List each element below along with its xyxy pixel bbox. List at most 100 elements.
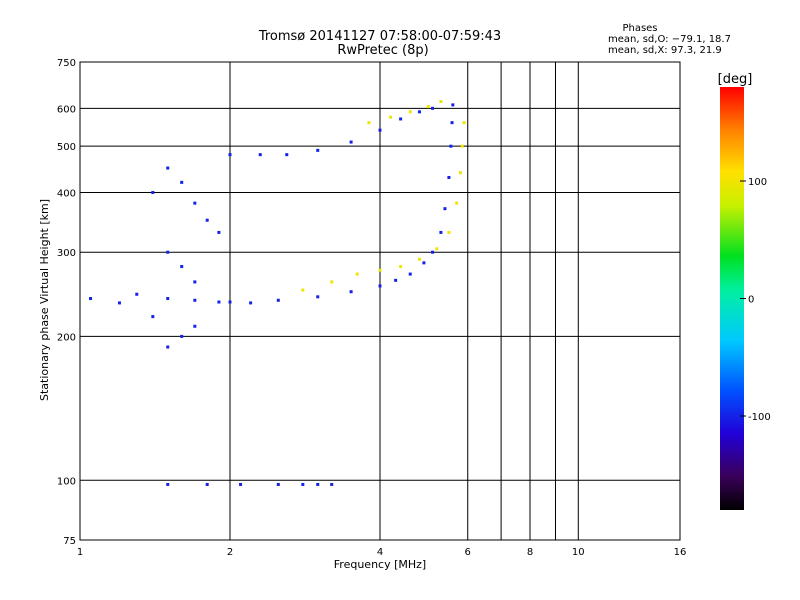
data-point [439,230,443,234]
data-point [249,301,253,305]
data-point [301,482,305,486]
y-tick-label: 600 [57,104,76,115]
y-axis-ticks: 75 100 200 300 400 500 600 750 [57,58,76,547]
data-point [426,105,430,109]
data-point [408,110,412,114]
grid-lines [80,62,680,540]
data-point [355,272,359,276]
chart-title: Tromsø 20141127 07:58:00-07:59:43 [258,29,501,44]
data-point [228,300,232,304]
x-tick-label: 10 [572,547,585,558]
data-point [135,292,139,296]
x-tick-label: 6 [465,547,471,558]
data-point [431,250,435,254]
x-tick-label: 2 [227,547,233,558]
data-point [399,117,403,121]
data-point [450,121,454,125]
data-point [217,300,221,304]
data-point [205,218,209,222]
data-point [166,250,170,254]
data-point [166,166,170,170]
phase-info-header: Phases [622,23,657,34]
y-tick-label: 750 [57,58,76,69]
x-tick-label: 1 [77,547,83,558]
data-point [180,265,184,269]
data-point [239,482,243,486]
data-point [378,128,382,132]
data-point [417,257,421,261]
x-tick-label: 8 [527,547,533,558]
colorbar-tick-label: 100 [748,177,767,188]
colorbar-tick-label: -100 [748,412,771,423]
y-tick-label: 75 [63,536,76,547]
data-point [367,121,371,125]
data-point [460,144,464,148]
data-point [422,261,426,265]
data-point [316,148,320,152]
colorbar-ticks: 100 0 -100 [740,177,771,423]
data-point [349,290,353,294]
x-axis-ticks: 1 2 4 6 8 10 16 [77,547,687,558]
chart-subtitle: RwPretec (8p) [337,43,428,58]
data-point [180,180,184,184]
data-point [330,280,334,284]
data-point [316,482,320,486]
data-point [378,284,382,288]
data-point [276,482,280,486]
data-point [399,265,403,269]
data-point [276,298,280,302]
data-point [394,278,398,282]
data-point [193,280,197,284]
data-point [458,171,462,175]
data-point [205,482,209,486]
x-axis-label: Frequency [MHz] [334,558,426,571]
y-tick-label: 400 [57,188,76,199]
colorbar-label: [deg] [718,72,753,87]
y-axis-label: Stationary phase Virtual Height [km] [38,199,51,401]
data-point [443,207,447,211]
data-point [447,230,451,234]
data-point [117,301,121,305]
data-points [89,100,466,486]
data-point [408,272,412,276]
data-point [301,288,305,292]
data-point [378,268,382,272]
phase-info-o: mean, sd,O: −79.1, 18.7 [608,34,731,45]
data-point [462,121,466,125]
data-point [217,230,221,234]
data-point [151,190,155,194]
data-point [258,153,262,157]
data-point [193,201,197,205]
data-point [89,297,93,301]
y-tick-label: 500 [57,142,76,153]
data-point [455,201,459,205]
colorbar-tick-label: 0 [748,295,754,306]
data-point [193,324,197,328]
plot-area: 1 2 4 6 8 10 16 75 100 200 300 400 500 600 750 [57,58,686,558]
data-point [180,334,184,338]
data-point [451,103,455,107]
data-point [389,115,393,119]
data-point [447,175,451,179]
data-point [166,345,170,349]
data-point [435,247,439,251]
x-tick-label: 16 [674,547,687,558]
data-point [330,482,334,486]
data-point [349,140,353,144]
y-tick-label: 300 [57,248,76,259]
y-tick-label: 100 [57,476,76,487]
data-point [151,315,155,319]
data-point [166,482,170,486]
data-point [316,295,320,299]
data-point [431,106,435,110]
x-tick-label: 4 [377,547,383,558]
data-point [228,153,232,157]
data-point [439,100,443,104]
colorbar: [deg] 100 0 -100 [718,72,771,510]
phase-info-x: mean, sd,X: 97.3, 21.9 [608,45,722,56]
data-point [166,297,170,301]
y-tick-label: 200 [57,332,76,343]
data-point [193,298,197,302]
data-point [417,110,421,114]
